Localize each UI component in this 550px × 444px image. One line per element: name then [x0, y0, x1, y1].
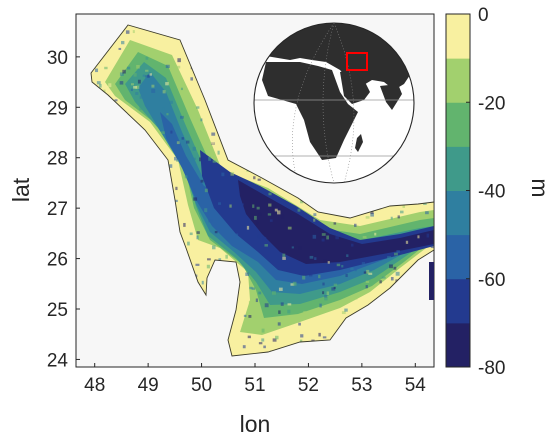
- x-tick-label: 48: [84, 375, 105, 396]
- colorbar-tick-label: 0: [478, 5, 489, 26]
- y-tick-label: 28: [47, 149, 68, 170]
- x-tick-label: 53: [351, 375, 372, 396]
- x-axis-label: lon: [240, 411, 271, 437]
- y-tick-label: 25: [47, 300, 68, 321]
- colorbar-level: [446, 190, 470, 236]
- x-tick-label: 50: [191, 375, 212, 396]
- colorbar-level: [446, 278, 470, 324]
- y-tick-label: 27: [47, 199, 68, 220]
- inset-globe: [253, 22, 415, 184]
- x-axis-ticks: 48 49 50 51 52 53 54: [84, 363, 426, 396]
- colorbar-level: [446, 14, 470, 59]
- colorbar-level: [446, 322, 470, 368]
- globe-land-india: [380, 84, 402, 110]
- colorbar-level: [446, 102, 470, 147]
- y-axis-label: lat: [8, 177, 34, 202]
- colorbar-tick-label: -80: [478, 358, 505, 379]
- y-axis-ticks: 24 25 26 27 28 29 30: [47, 48, 80, 371]
- y-tick-label: 24: [47, 350, 69, 371]
- colorbar-tick-label: -40: [478, 182, 505, 203]
- colorbar-unit: m: [527, 178, 550, 197]
- colorbar-ticks: 0 -20 -40 -60 -80: [466, 5, 505, 379]
- colorbar-tick-label: -20: [478, 93, 505, 114]
- globe-land-madagascar: [355, 134, 363, 152]
- x-tick-label: 51: [244, 375, 265, 396]
- globe-land-arabia: [340, 70, 370, 104]
- colorbar-level: [446, 234, 470, 280]
- globe-land-eurasia: [262, 23, 412, 90]
- inset-highlight-box: [346, 52, 368, 71]
- x-tick-label: 54: [405, 375, 427, 396]
- globe-land-africa: [262, 62, 358, 160]
- x-tick-label: 52: [298, 375, 319, 396]
- y-tick-label: 30: [47, 48, 68, 69]
- colorbar-tick-label: -60: [478, 270, 505, 291]
- x-tick-label: 49: [138, 375, 159, 396]
- y-tick-label: 26: [47, 250, 68, 271]
- colorbar: [445, 13, 471, 368]
- colorbar-level: [446, 58, 470, 103]
- colorbar-level: [446, 146, 470, 191]
- y-tick-label: 29: [47, 98, 68, 119]
